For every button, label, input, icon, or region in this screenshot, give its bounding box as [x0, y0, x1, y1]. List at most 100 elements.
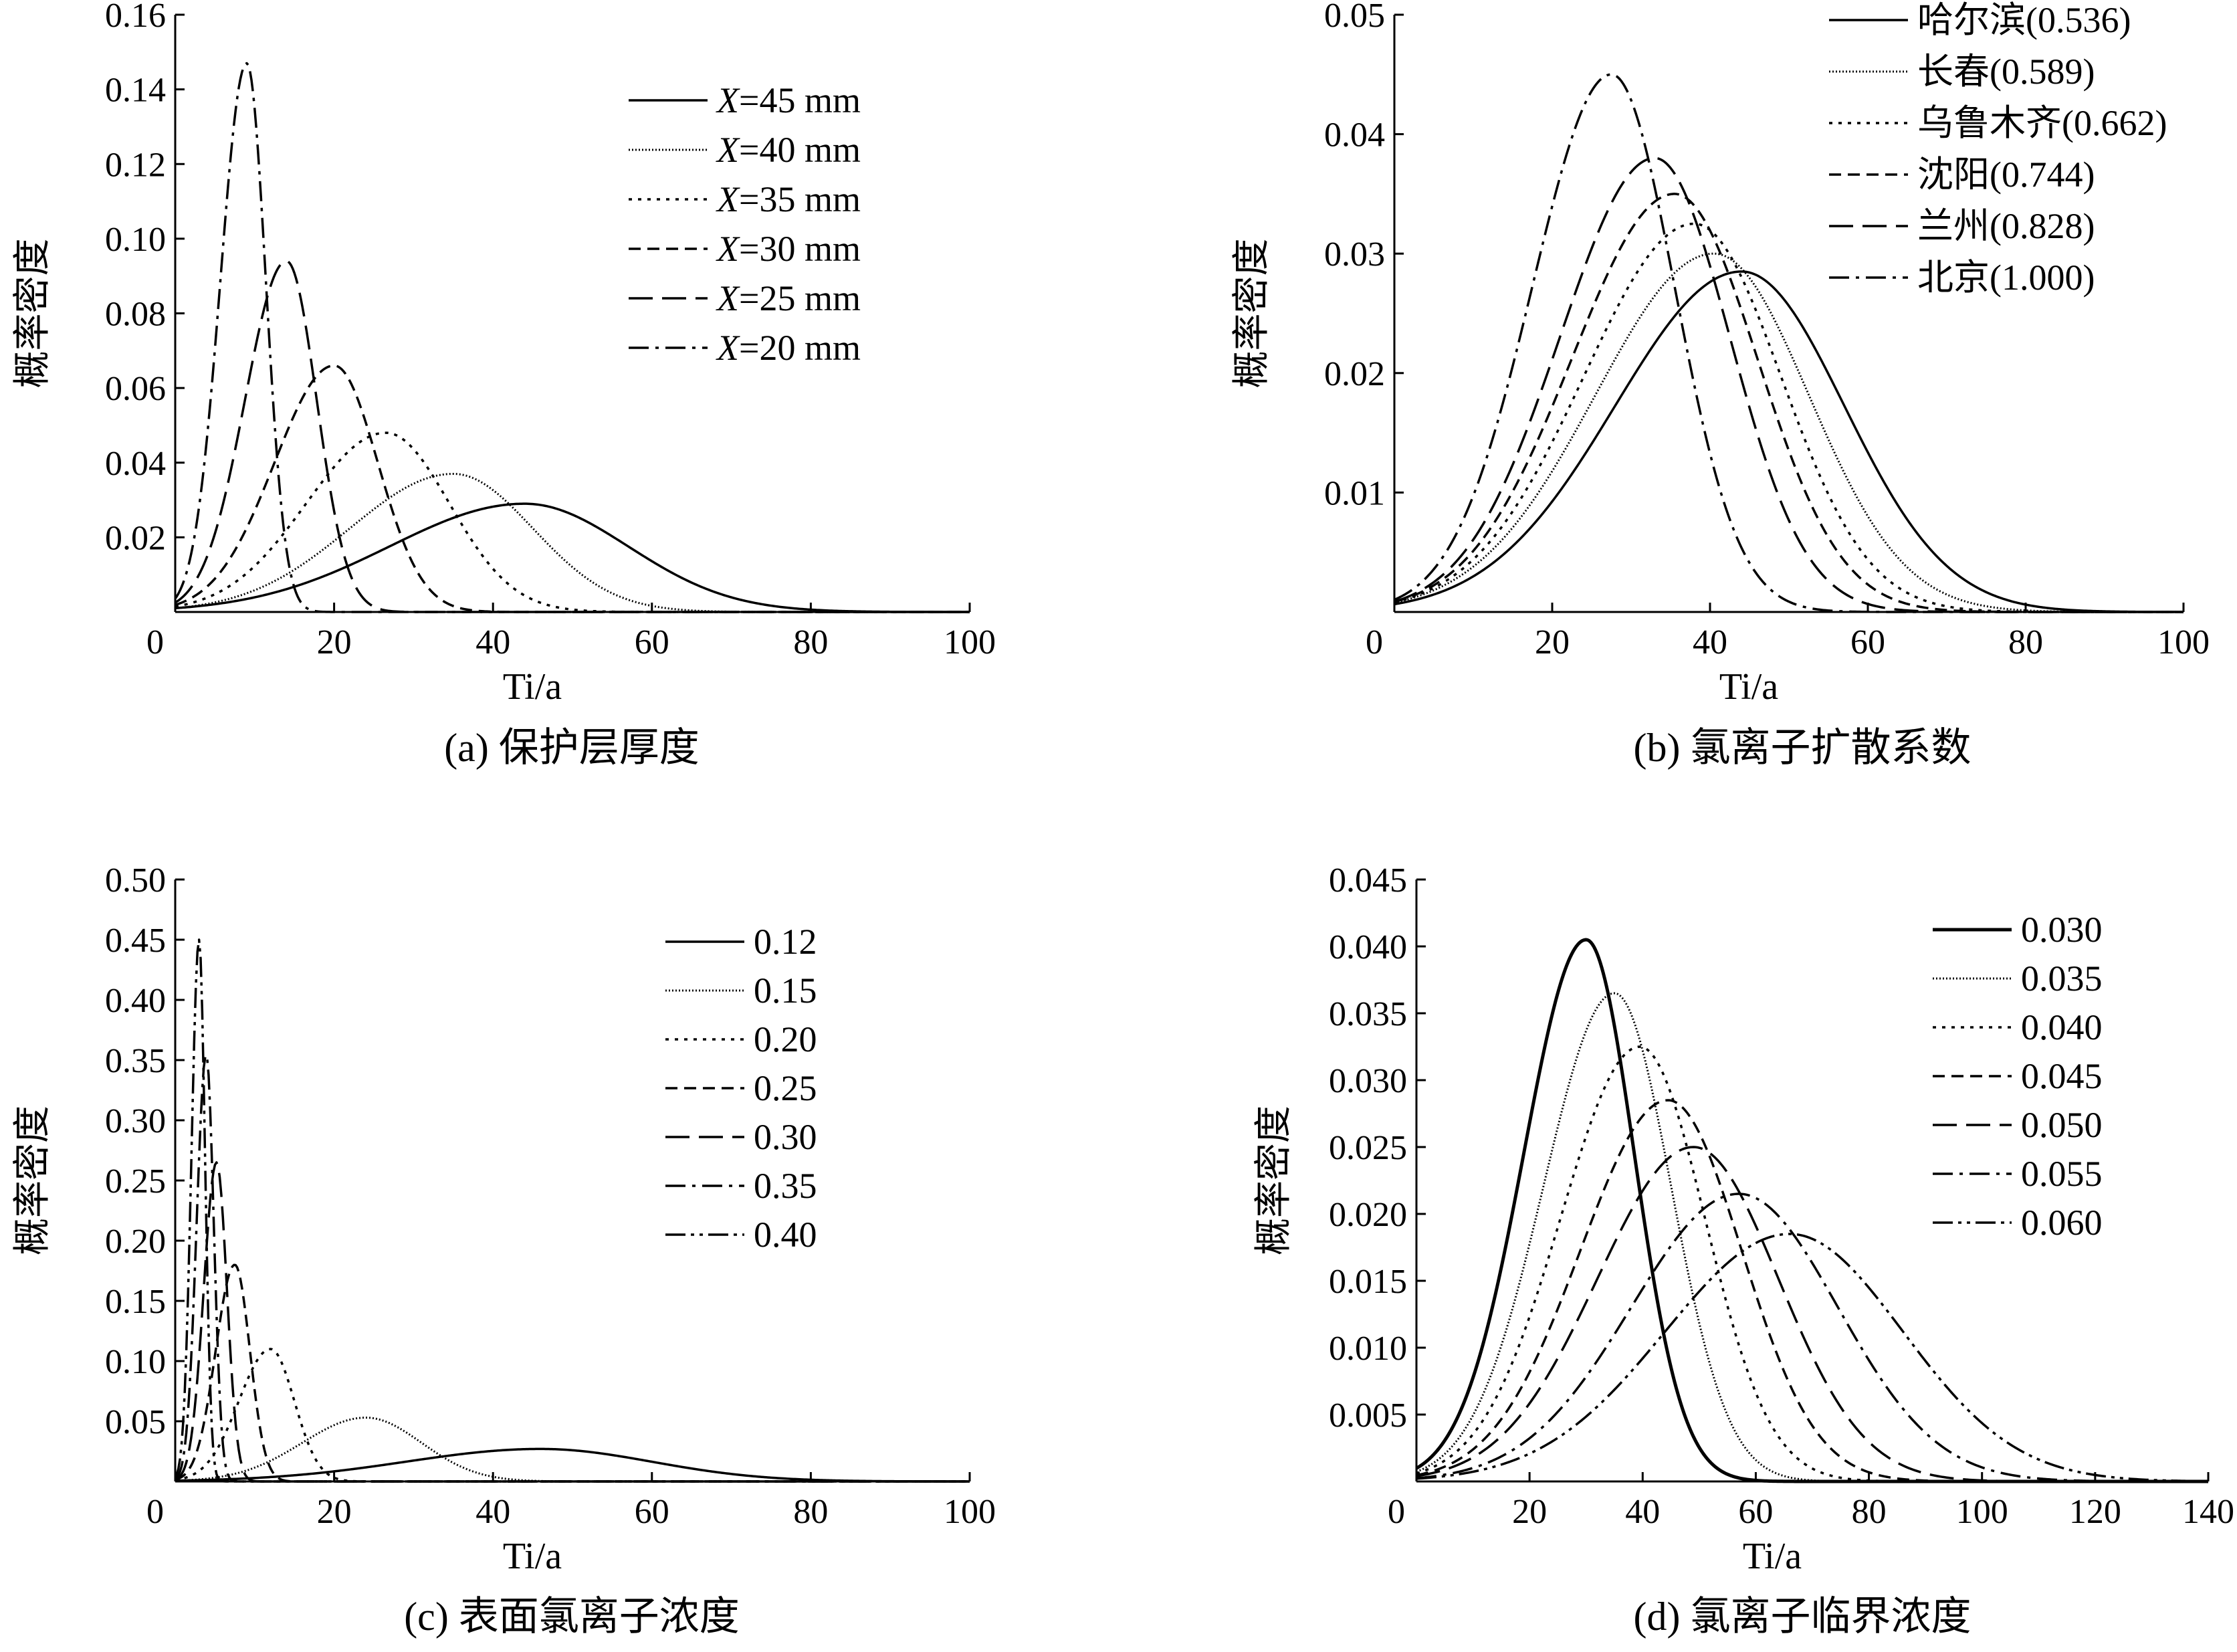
- legend-label: 乌鲁木齐(0.662): [1917, 103, 2167, 143]
- y-tick-label: 0.035: [1329, 995, 1407, 1033]
- y-tick-label: 0.10: [105, 1343, 166, 1381]
- legend-label: 0.055: [2021, 1154, 2103, 1194]
- legend-label: X=30 mm: [716, 229, 861, 269]
- x-axis-label: Ti/a: [1719, 666, 1778, 708]
- chart-panel-4: 0 20 40 60 80 100 120 140 0.005 0.010 0.015 0.020 0.…: [1253, 861, 2234, 1639]
- series-group: [1394, 73, 2183, 613]
- x-tick-label: 100: [2157, 623, 2210, 661]
- x-tick-label: 80: [1852, 1493, 1887, 1531]
- legend-label: 0.060: [2021, 1203, 2103, 1243]
- x-tick-label: 0: [146, 623, 164, 661]
- x-tick-label: 20: [317, 1493, 352, 1531]
- x-tick-label: 80: [793, 1493, 828, 1531]
- legend-label: 0.035: [2021, 958, 2103, 999]
- legend-label: 0.40: [754, 1215, 817, 1255]
- y-tick-label: 0.45: [105, 922, 166, 960]
- series-line-7: [1416, 1233, 2209, 1483]
- x-axis-label: Ti/a: [503, 666, 562, 708]
- x-tick-label: 120: [2069, 1493, 2121, 1531]
- panel-caption: (c) 表面氯离子浓度: [404, 1594, 740, 1639]
- y-axis-label: 概率密度: [12, 1106, 54, 1255]
- y-tick-label: 0.40: [105, 982, 166, 1020]
- y-tick-label: 0.01: [1324, 474, 1385, 512]
- x-tick-label: 80: [2008, 623, 2043, 661]
- y-tick-label: 0.04: [105, 445, 166, 483]
- legend: X=45 mm X=40 mm X=35 mm X=30 mm X=25 mm X=20 …: [629, 80, 861, 368]
- x-tick-label: 60: [1850, 623, 1885, 661]
- series-line-6: [174, 62, 970, 613]
- series-line-2: [1394, 252, 2183, 613]
- y-tick-label: 0.005: [1329, 1397, 1407, 1435]
- y-tick-label: 0.15: [105, 1283, 166, 1321]
- x-tick-label: 60: [635, 1493, 669, 1531]
- legend: 0.12 0.15 0.20 0.25 0.30 0.35 0.40: [665, 922, 817, 1255]
- series-line-4: [175, 1263, 970, 1483]
- legend-label: X=20 mm: [716, 328, 861, 368]
- series-line-6: [1416, 1193, 2208, 1483]
- y-tick-label: 0.040: [1329, 928, 1407, 966]
- x-tick-label: 60: [1738, 1493, 1773, 1531]
- y-tick-label: 0.50: [105, 861, 166, 900]
- x-tick-label: 60: [635, 623, 669, 661]
- y-tick-label: 0.015: [1329, 1263, 1407, 1301]
- legend-label: 0.030: [2021, 910, 2103, 950]
- x-tick-label: 40: [475, 1493, 510, 1531]
- legend-label: 哈尔滨(0.536): [1917, 0, 2131, 40]
- y-tick-label: 0.14: [105, 72, 166, 110]
- series-group: [1415, 938, 2209, 1483]
- legend-label: 0.15: [754, 970, 817, 1011]
- y-tick-label: 0.03: [1324, 235, 1385, 274]
- series-line-5: [175, 1161, 970, 1483]
- y-tick-label: 0.045: [1329, 861, 1407, 900]
- legend-label: X=40 mm: [716, 130, 861, 170]
- chart-panel-3: 0 20 40 60 80 100 0.05 0.10 0.15 0.20 0.25 0.30 0.35…: [12, 861, 996, 1639]
- legend-label: X=45 mm: [716, 80, 861, 120]
- y-tick-label: 0.05: [1324, 0, 1385, 35]
- x-tick-label: 100: [944, 623, 996, 661]
- y-tick-label: 0.20: [105, 1223, 166, 1261]
- series-line-1: [1394, 270, 2183, 613]
- legend-label: 0.050: [2021, 1105, 2103, 1145]
- y-tick-label: 0.010: [1329, 1330, 1407, 1368]
- legend: 0.030 0.035 0.040 0.045 0.050 0.055 0.060: [1933, 910, 2103, 1243]
- panel-caption: (a) 保护层厚度: [444, 726, 700, 770]
- y-tick-label: 0.04: [1324, 116, 1385, 154]
- legend-label: 0.35: [754, 1166, 817, 1206]
- panel-caption: (b) 氯离子扩散系数: [1634, 726, 1972, 770]
- x-tick-label: 40: [1625, 1493, 1660, 1531]
- chart-panel-2: 0 20 40 60 80 100 0.01 0.02 0.03 0.04 0.05 Ti/a 概率密度…: [1231, 0, 2210, 770]
- legend-label: 0.12: [754, 922, 817, 962]
- y-tick-label: 0.12: [105, 146, 166, 184]
- legend-label: X=25 mm: [716, 278, 861, 318]
- legend-label: 0.045: [2021, 1056, 2103, 1096]
- legend-label: 兰州(0.828): [1917, 206, 2095, 246]
- y-axis-label: 概率密度: [1231, 239, 1273, 389]
- x-tick-label: 80: [793, 623, 828, 661]
- y-tick-label: 0.30: [105, 1102, 166, 1140]
- y-tick-label: 0.06: [105, 370, 166, 408]
- x-tick-label: 40: [1693, 623, 1727, 661]
- series-line-6: [174, 1054, 970, 1483]
- y-tick-label: 0.08: [105, 296, 166, 334]
- legend-label: 北京(1.000): [1917, 257, 2095, 298]
- y-tick-label: 0.030: [1329, 1062, 1407, 1100]
- series-line-6: [1394, 73, 2183, 613]
- legend: 哈尔滨(0.536) 长春(0.589) 乌鲁木齐(0.662) 沈阳(0.744) 兰…: [1829, 0, 2167, 298]
- y-tick-label: 0.25: [105, 1162, 166, 1201]
- y-tick-label: 0.35: [105, 1042, 166, 1080]
- series-line-4: [175, 364, 970, 613]
- legend-label: 长春(0.589): [1917, 51, 2095, 92]
- x-axis-label: Ti/a: [1743, 1536, 1802, 1577]
- y-tick-label: 0.10: [105, 221, 166, 259]
- panel-caption: (d) 氯离子临界浓度: [1634, 1594, 1972, 1639]
- series-group: [174, 62, 970, 613]
- y-tick-label: 0.02: [1324, 355, 1385, 393]
- series-line-1: [175, 1447, 970, 1483]
- x-tick-label: 100: [944, 1493, 996, 1531]
- y-tick-label: 0.16: [105, 0, 166, 35]
- x-tick-label: 100: [1956, 1493, 2008, 1531]
- legend-label: 沈阳(0.744): [1917, 154, 2095, 195]
- x-tick-label: 20: [1512, 1493, 1547, 1531]
- x-tick-label: 20: [1535, 623, 1570, 661]
